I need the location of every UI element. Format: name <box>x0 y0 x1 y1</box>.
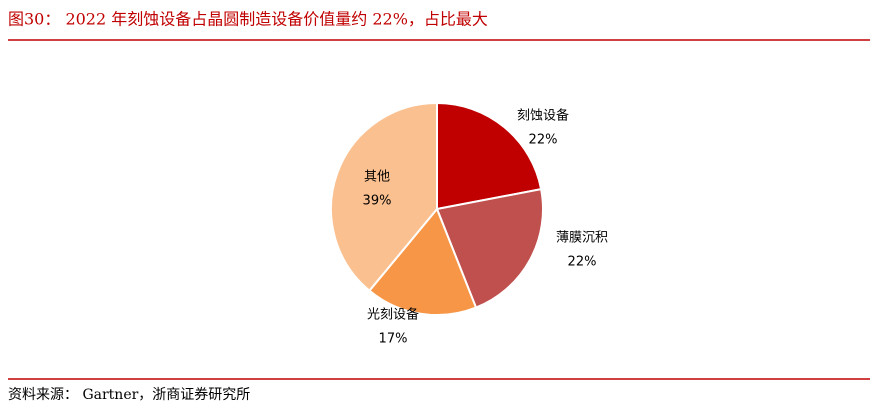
slice-label: 光刻设备 <box>367 307 419 323</box>
value-label: 17% <box>379 332 408 347</box>
slice-label: 其他 <box>364 170 390 185</box>
pie-slice <box>330 101 438 293</box>
value-label: 39% <box>363 194 392 209</box>
chart-title: 图30： 2022 年刻蚀设备占晶圆制造设备价值量约 22%，占比最大 <box>8 10 488 29</box>
pie-slice <box>368 207 478 316</box>
slice-label: 薄膜沉积 <box>556 231 608 246</box>
pie-slice <box>436 101 543 211</box>
value-label: 22% <box>568 255 597 270</box>
pie-slice <box>435 187 544 309</box>
source-note: 资料来源： Gartner，浙商证券研究所 <box>8 387 250 403</box>
value-label: 22% <box>529 133 558 148</box>
slice-label: 刻蚀设备 <box>517 108 569 124</box>
